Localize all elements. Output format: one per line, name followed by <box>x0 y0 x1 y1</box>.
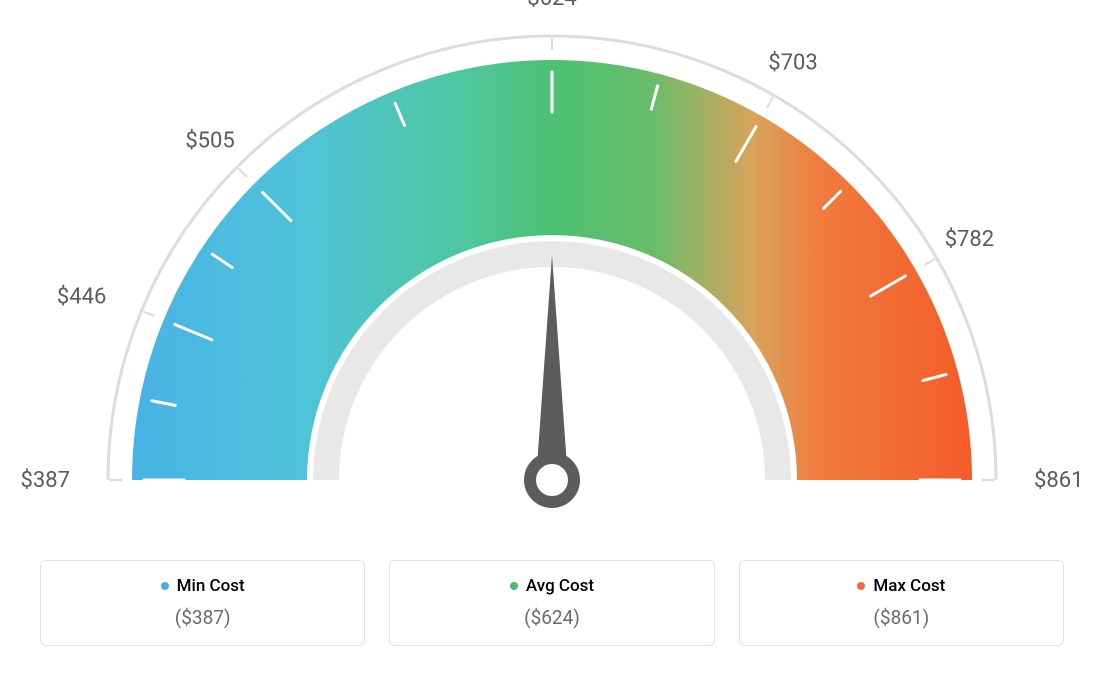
svg-text:$782: $782 <box>945 227 994 252</box>
svg-text:$703: $703 <box>768 51 817 76</box>
svg-text:$505: $505 <box>185 128 234 153</box>
svg-text:$446: $446 <box>57 284 106 309</box>
cost-gauge: $387 $446 $505 $624 $703 $782 $861 <box>0 0 1104 560</box>
legend-row: Min Cost ($387) Avg Cost ($624) Max Cost… <box>0 560 1104 646</box>
legend-dot-max <box>857 582 865 590</box>
legend-value-max: ($861) <box>750 606 1053 629</box>
legend-card-min: Min Cost ($387) <box>40 560 365 646</box>
legend-dot-min <box>161 582 169 590</box>
legend-label-avg: Avg Cost <box>526 576 594 596</box>
legend-card-avg: Avg Cost ($624) <box>389 560 714 646</box>
legend-label-min: Min Cost <box>177 576 245 596</box>
svg-text:$624: $624 <box>527 0 576 11</box>
svg-text:$861: $861 <box>1034 468 1083 493</box>
legend-card-max: Max Cost ($861) <box>739 560 1064 646</box>
legend-dot-avg <box>510 582 518 590</box>
gauge-svg: $387 $446 $505 $624 $703 $782 $861 <box>0 0 1104 560</box>
legend-label-max: Max Cost <box>873 576 945 596</box>
legend-value-min: ($387) <box>51 606 354 629</box>
svg-text:$387: $387 <box>21 468 70 493</box>
legend-value-avg: ($624) <box>400 606 703 629</box>
